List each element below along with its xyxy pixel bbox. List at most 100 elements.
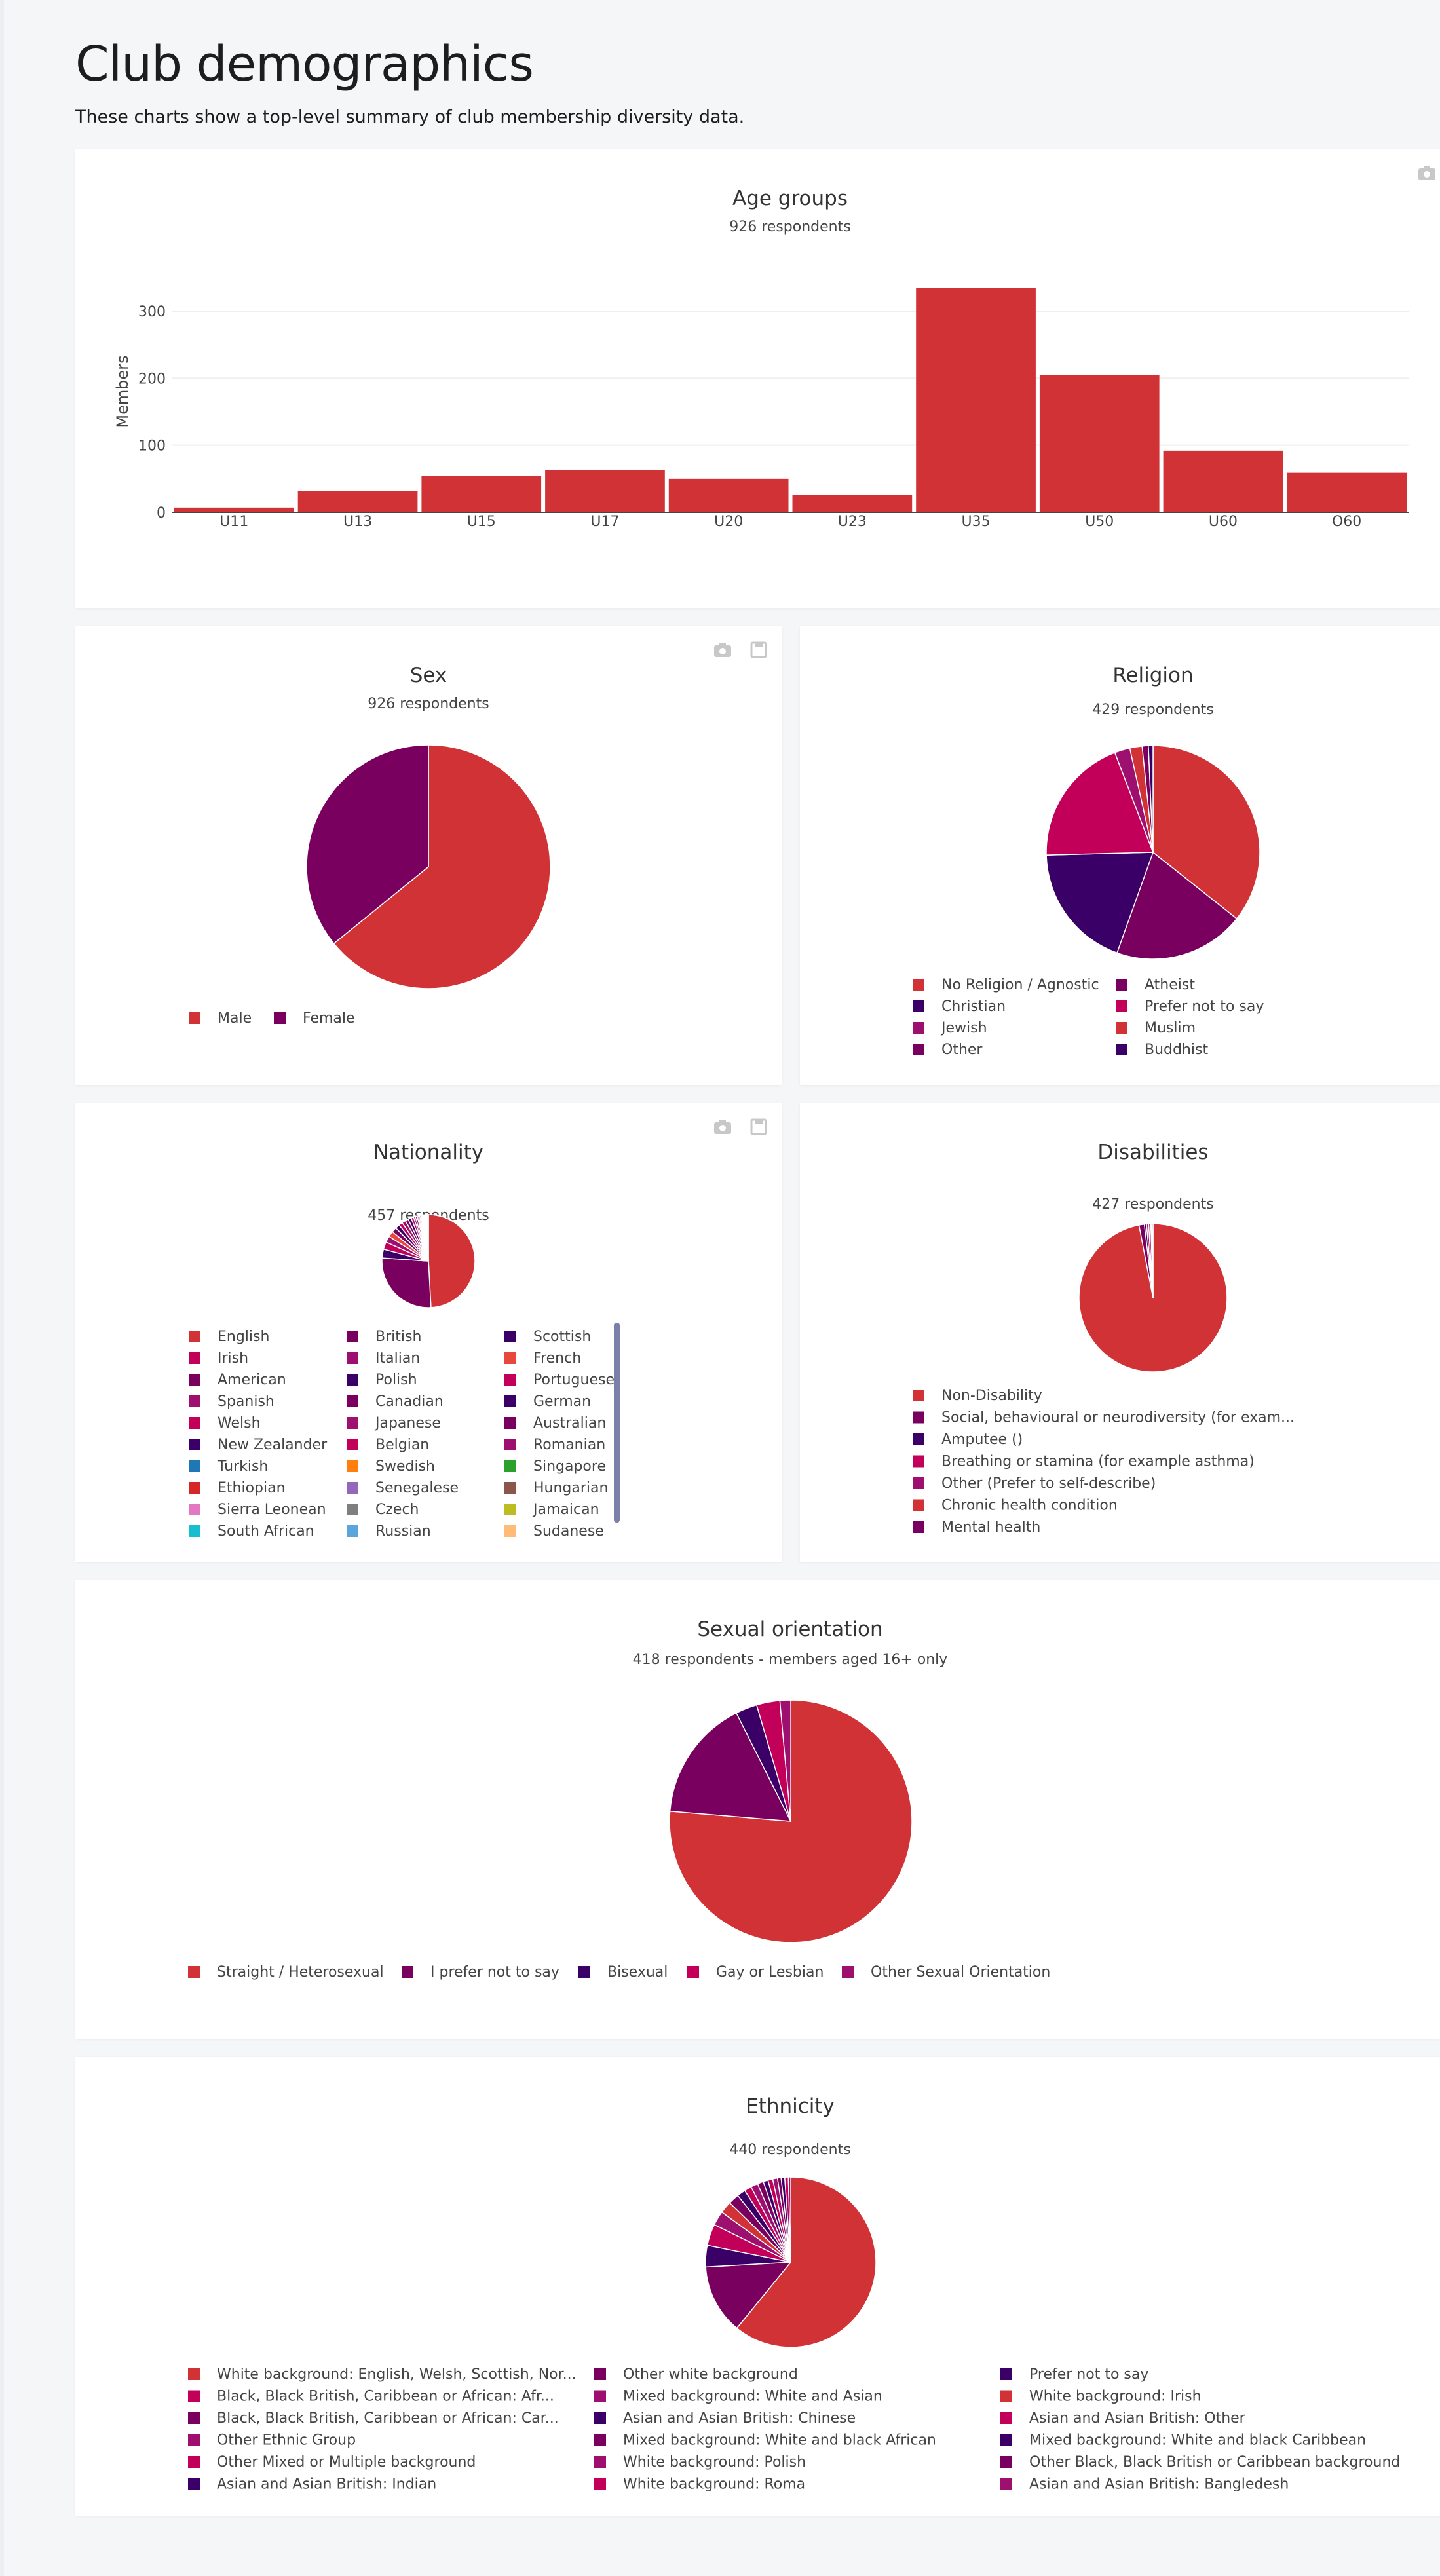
camera-icon[interactable] bbox=[1418, 166, 1435, 180]
legend-swatch[interactable] bbox=[687, 1966, 699, 1978]
legend-scrollbar[interactable] bbox=[614, 1323, 620, 1523]
legend-swatch[interactable] bbox=[594, 2412, 606, 2424]
legend-swatch[interactable] bbox=[189, 1417, 200, 1429]
pie-slice[interactable] bbox=[428, 1214, 476, 1308]
legend-swatch[interactable] bbox=[504, 1504, 516, 1515]
pie-slice[interactable] bbox=[669, 1712, 792, 1822]
legend-swatch[interactable] bbox=[504, 1460, 516, 1472]
legend-swatch[interactable] bbox=[594, 2456, 606, 2468]
bar[interactable] bbox=[297, 491, 418, 512]
pie-slice[interactable] bbox=[1046, 751, 1154, 856]
legend-swatch[interactable] bbox=[189, 1331, 200, 1342]
legend-swatch[interactable] bbox=[1000, 2390, 1012, 2402]
pie-slice[interactable] bbox=[1046, 852, 1154, 954]
pie-slice[interactable] bbox=[1151, 1223, 1154, 1298]
bar[interactable] bbox=[174, 507, 294, 512]
legend-swatch[interactable] bbox=[578, 1966, 590, 1978]
legend-swatch[interactable] bbox=[347, 1482, 358, 1494]
legend-swatch[interactable] bbox=[504, 1439, 516, 1450]
legend-swatch[interactable] bbox=[594, 2390, 606, 2402]
legend-swatch[interactable] bbox=[347, 1504, 358, 1515]
legend-swatch[interactable] bbox=[1000, 2368, 1012, 2380]
legend-swatch[interactable] bbox=[189, 1504, 200, 1515]
legend-swatch[interactable] bbox=[347, 1460, 358, 1472]
legend-swatch[interactable] bbox=[1116, 1000, 1127, 1012]
bar[interactable] bbox=[1163, 450, 1283, 512]
camera-icon[interactable] bbox=[714, 643, 731, 657]
pie-slice[interactable] bbox=[1152, 745, 1260, 920]
pie-slice[interactable] bbox=[333, 744, 551, 989]
legend-swatch[interactable] bbox=[402, 1966, 413, 1978]
bar[interactable] bbox=[421, 476, 542, 512]
legend-swatch[interactable] bbox=[504, 1352, 516, 1364]
legend-swatch[interactable] bbox=[913, 1022, 924, 1034]
legend-swatch[interactable] bbox=[504, 1417, 516, 1429]
save-icon[interactable] bbox=[750, 1118, 767, 1135]
pie-slice[interactable] bbox=[787, 2176, 791, 2263]
bar[interactable] bbox=[545, 470, 665, 512]
legend-swatch[interactable] bbox=[188, 2478, 200, 2490]
legend-swatch[interactable] bbox=[1000, 2478, 1012, 2490]
bar[interactable] bbox=[1039, 375, 1160, 512]
legend-swatch[interactable] bbox=[189, 1395, 200, 1407]
legend-swatch[interactable] bbox=[594, 2368, 606, 2380]
legend-swatch[interactable] bbox=[913, 1521, 924, 1533]
pie-slice[interactable] bbox=[1116, 851, 1238, 960]
legend-swatch[interactable] bbox=[188, 1966, 200, 1978]
pie-slice[interactable] bbox=[779, 1699, 791, 1822]
legend-swatch[interactable] bbox=[347, 1374, 358, 1386]
pie-slice[interactable] bbox=[306, 744, 429, 945]
legend-swatch[interactable] bbox=[189, 1374, 200, 1386]
legend-swatch[interactable] bbox=[842, 1966, 854, 1978]
legend-swatch[interactable] bbox=[1000, 2434, 1012, 2446]
legend-swatch[interactable] bbox=[188, 2390, 200, 2402]
bar[interactable] bbox=[792, 495, 913, 512]
legend-swatch[interactable] bbox=[913, 1411, 924, 1424]
legend-swatch[interactable] bbox=[913, 1433, 924, 1445]
legend-swatch[interactable] bbox=[347, 1395, 358, 1407]
legend-swatch[interactable] bbox=[189, 1352, 200, 1364]
legend-swatch[interactable] bbox=[188, 2456, 200, 2468]
camera-icon[interactable] bbox=[714, 1120, 731, 1134]
legend-swatch[interactable] bbox=[504, 1395, 516, 1407]
bar[interactable] bbox=[1287, 472, 1407, 512]
legend-swatch[interactable] bbox=[188, 2434, 200, 2446]
legend-swatch[interactable] bbox=[189, 1460, 200, 1472]
legend-swatch[interactable] bbox=[1000, 2412, 1012, 2424]
legend-swatch[interactable] bbox=[913, 1477, 924, 1489]
legend-swatch[interactable] bbox=[504, 1331, 516, 1342]
legend-swatch[interactable] bbox=[347, 1417, 358, 1429]
legend-swatch[interactable] bbox=[594, 2434, 606, 2446]
legend-swatch[interactable] bbox=[1116, 1044, 1127, 1055]
legend-swatch[interactable] bbox=[504, 1482, 516, 1494]
legend-swatch[interactable] bbox=[347, 1352, 358, 1364]
legend-swatch[interactable] bbox=[347, 1331, 358, 1342]
legend-swatch[interactable] bbox=[913, 1000, 924, 1012]
legend-swatch[interactable] bbox=[913, 1390, 924, 1401]
legend-swatch[interactable] bbox=[1116, 979, 1127, 991]
legend-swatch[interactable] bbox=[189, 1525, 200, 1537]
legend-swatch[interactable] bbox=[189, 1439, 200, 1450]
legend-swatch[interactable] bbox=[913, 1044, 924, 1055]
pie-slice[interactable] bbox=[1148, 745, 1154, 853]
legend-swatch[interactable] bbox=[189, 1482, 200, 1494]
legend-swatch[interactable] bbox=[188, 2412, 200, 2424]
legend-swatch[interactable] bbox=[504, 1374, 516, 1386]
legend-swatch[interactable] bbox=[913, 979, 924, 991]
legend-swatch[interactable] bbox=[274, 1012, 286, 1024]
legend-swatch[interactable] bbox=[347, 1525, 358, 1537]
legend-swatch[interactable] bbox=[504, 1525, 516, 1537]
pie-slice[interactable] bbox=[381, 1257, 432, 1308]
legend-swatch[interactable] bbox=[913, 1499, 924, 1511]
legend-swatch[interactable] bbox=[188, 2368, 200, 2380]
legend-swatch[interactable] bbox=[594, 2478, 606, 2490]
pie-slice[interactable] bbox=[705, 2262, 792, 2329]
legend-swatch[interactable] bbox=[913, 1455, 924, 1468]
legend-swatch[interactable] bbox=[347, 1439, 358, 1450]
legend-swatch[interactable] bbox=[189, 1012, 200, 1024]
bar[interactable] bbox=[916, 288, 1036, 512]
save-icon[interactable] bbox=[750, 641, 767, 658]
legend-swatch[interactable] bbox=[1000, 2456, 1012, 2468]
legend-swatch[interactable] bbox=[1116, 1022, 1127, 1034]
bar[interactable] bbox=[668, 478, 789, 512]
